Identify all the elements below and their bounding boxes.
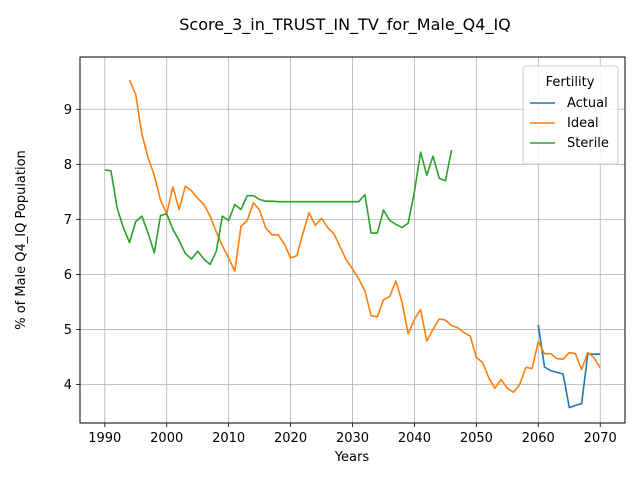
series-line-actual	[537, 324, 601, 409]
y-tick-label: 4	[64, 378, 72, 393]
legend-box	[522, 65, 619, 165]
legend-label-actual: Actual	[567, 96, 608, 111]
series-line-sterile	[104, 149, 453, 266]
x-axis-title: Years	[334, 450, 370, 465]
x-tick-label: 2010	[212, 431, 245, 446]
y-tick-label: 8	[64, 158, 72, 173]
y-axis-title: % of Male Q4_IQ Population	[14, 150, 29, 330]
series-lines	[104, 79, 601, 409]
legend-items: Actual Ideal Sterile	[530, 96, 609, 151]
y-tick-label: 9	[64, 103, 72, 118]
legend: Fertility Actual Ideal Sterile	[522, 65, 619, 165]
x-tick-label: 1990	[88, 431, 121, 446]
x-tick-label: 2060	[522, 431, 555, 446]
x-tick-label: 2000	[150, 431, 183, 446]
y-tick-label: 5	[64, 323, 72, 338]
x-tick-label: 2040	[398, 431, 431, 446]
legend-label-sterile: Sterile	[567, 136, 609, 151]
x-tick-label: 2030	[336, 431, 369, 446]
x-tick-label: 2070	[584, 431, 617, 446]
y-tick-label: 7	[64, 213, 72, 228]
y-tick-label: 6	[64, 268, 72, 283]
legend-title: Fertility	[546, 75, 595, 90]
series-line-ideal	[128, 79, 601, 394]
x-tick-label: 2020	[274, 431, 307, 446]
x-tick-label: 2050	[460, 431, 493, 446]
legend-label-ideal: Ideal	[567, 116, 599, 131]
axis-ticks: 1990 2000 2010 2020 2030 2040 2050 2060 2070 4 5 6 7…	[64, 103, 617, 446]
chart-title: Score_3_in_TRUST_IN_TV_for_Male_Q4_IQ	[179, 15, 511, 35]
